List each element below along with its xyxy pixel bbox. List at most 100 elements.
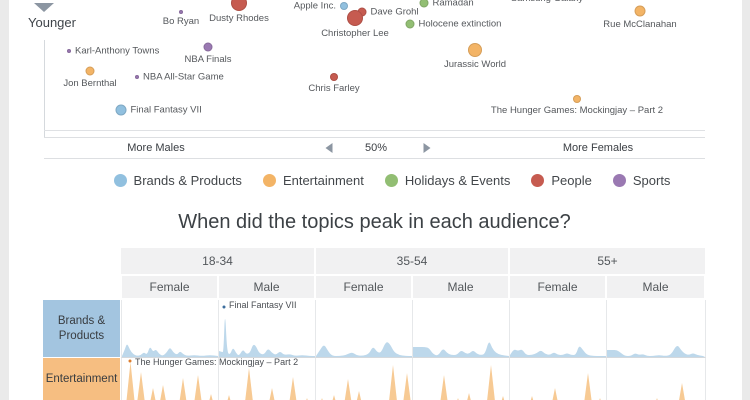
scatter-label-dusty-rhodes: Dusty Rhodes bbox=[209, 13, 269, 24]
legend-label: Holidays & Events bbox=[404, 172, 511, 188]
section-title: When did the topics peak in each audienc… bbox=[178, 211, 571, 233]
sparkline-svg bbox=[510, 346, 606, 357]
sparkline-svg bbox=[656, 383, 685, 400]
report-card: Samsung Galaxy Younger Bo Ryan Dusty Rhod… bbox=[9, 0, 742, 400]
sparkline-cell-55-male-entertainment bbox=[606, 358, 706, 400]
legend-item-people[interactable]: People bbox=[531, 172, 592, 188]
gender-header-male-5: Male bbox=[607, 276, 704, 298]
younger-axis-label: Younger bbox=[28, 15, 76, 30]
axis-arrow-right-icon[interactable] bbox=[423, 143, 431, 153]
sparkline-cell-35-54-female-entertainment bbox=[315, 358, 412, 400]
people-swatch-icon bbox=[531, 173, 545, 187]
more-males-label: More Males bbox=[127, 142, 185, 154]
legend-item-entertainment[interactable]: Entertainment bbox=[262, 172, 364, 188]
sparkline-cell-35-54-female-brands bbox=[315, 300, 412, 358]
scatter-point-the-hunger-games-mockingjay-part-2[interactable] bbox=[573, 95, 581, 103]
sparkline-cell-35-54-male-entertainment bbox=[412, 358, 509, 400]
scatter-label-holocene-extinction: Holocene extinction bbox=[418, 18, 502, 30]
sparkline-svg bbox=[440, 365, 505, 400]
scatter-label-nba-all-star-game: NBA All-Star Game bbox=[143, 71, 224, 83]
scatter-label-rue-mcclanahan: Rue McClanahan bbox=[603, 18, 677, 30]
axis-arrow-left-icon[interactable] bbox=[325, 143, 333, 153]
legend-label: Brands & Products bbox=[133, 172, 242, 188]
age-header-55: 55+ bbox=[510, 248, 705, 274]
scatter-point-bo-ryan[interactable] bbox=[179, 10, 183, 14]
sparkline-svg bbox=[530, 373, 601, 400]
peak-timeline-table: 18-34 35-54 55+ Female Male Female Male Female M… bbox=[43, 248, 706, 400]
scatter-point-karl-anthony-towns[interactable] bbox=[67, 49, 71, 53]
sparkline-cell-18-34-female-entertainment bbox=[121, 358, 218, 400]
scatter-label-karl-anthony-towns: Karl-Anthony Towns bbox=[75, 45, 160, 57]
gender-header-female-0: Female bbox=[122, 276, 217, 298]
legend-item-holidays-events[interactable]: Holidays & Events bbox=[384, 172, 511, 188]
scatter-label-jurassic-world: Jurassic World bbox=[443, 59, 507, 70]
sparkline-svg bbox=[227, 368, 308, 400]
category-legend: Brands & Products Entertainment Holidays &… bbox=[79, 170, 705, 190]
scatter-point-nba-all-star-game[interactable] bbox=[135, 75, 139, 79]
scatter-point-dusty-rhodes[interactable] bbox=[231, 0, 247, 11]
scatter-label-bo-ryan: Bo Ryan bbox=[162, 16, 200, 27]
scatter-label-nba-finals: NBA Finals bbox=[184, 53, 232, 65]
sports-swatch-icon bbox=[612, 173, 626, 187]
sparkline-cell-55-female-entertainment bbox=[509, 358, 606, 400]
x-axis-line bbox=[44, 130, 705, 131]
scatter-point-apple-inc[interactable] bbox=[340, 2, 348, 10]
scatter-point-rue-mcclanahan[interactable] bbox=[634, 5, 646, 17]
sparkline-svg bbox=[316, 342, 412, 357]
annotation-marker-icon bbox=[222, 305, 226, 308]
age-header-18-34: 18-34 bbox=[121, 248, 314, 274]
legend-item-sports[interactable]: Sports bbox=[612, 172, 671, 188]
sparkline-cell-18-34-male-entertainment bbox=[218, 358, 315, 400]
entertainment-swatch-icon bbox=[262, 173, 276, 187]
younger-axis-arrow-icon bbox=[34, 3, 54, 12]
age-header-35-54: 35-54 bbox=[316, 248, 508, 274]
sparkline-cell-35-54-male-brands bbox=[412, 300, 509, 358]
sparkline-svg bbox=[413, 342, 509, 357]
row-label-brands-products: Brands & Products bbox=[43, 300, 120, 357]
scatter-point-jon-bernthal[interactable] bbox=[85, 66, 95, 76]
scatter-point-dave-grohl[interactable] bbox=[357, 7, 367, 17]
scatter-label-dave-grohl: Dave Grohl bbox=[370, 6, 419, 18]
scatter-label-jon-bernthal: Jon Bernthal bbox=[63, 77, 117, 89]
scatter-point-jurassic-world[interactable] bbox=[468, 43, 482, 57]
axis-center-percent: 50% bbox=[364, 142, 388, 154]
more-females-label: More Females bbox=[562, 142, 634, 154]
gender-header-female-4: Female bbox=[510, 276, 605, 298]
sparkline-cell-55-male-brands bbox=[606, 300, 706, 358]
scatter-point-holocene-extinction[interactable] bbox=[405, 19, 415, 29]
holidays-events-swatch-icon bbox=[384, 173, 398, 187]
scatter-label-the-hunger-games-mockingjay-part-2: The Hunger Games: Mockingjay – Part 2 bbox=[490, 105, 664, 116]
gender-header-male-3: Male bbox=[413, 276, 508, 298]
sparkline-svg bbox=[607, 345, 705, 357]
annotation-final-fantasy-vii: Final Fantasy VII bbox=[229, 300, 297, 310]
sparkline-svg bbox=[321, 365, 411, 400]
scatter-label-ramadan: Ramadan bbox=[432, 0, 474, 9]
age-gender-scatter-plot: Samsung Galaxy Younger Bo Ryan Dusty Rhod… bbox=[9, 0, 742, 400]
scatter-label-chris-farley: Chris Farley bbox=[308, 83, 360, 94]
gender-axis-bar: More Males 50% More Females bbox=[44, 137, 705, 159]
y-axis-line bbox=[44, 40, 45, 137]
gender-header-female-2: Female bbox=[316, 276, 411, 298]
sparkline-cell-18-34-male-brands bbox=[218, 300, 315, 358]
scatter-label-christopher-lee: Christopher Lee bbox=[321, 28, 389, 39]
legend-label: Sports bbox=[632, 172, 671, 188]
row-label-entertainment: Entertainment bbox=[43, 358, 120, 400]
legend-label: Entertainment bbox=[282, 172, 364, 188]
sparkline-cell-55-female-brands bbox=[509, 300, 606, 358]
annotation-the-hunger-games-mockingjay-part-2: The Hunger Games: Mockingjay – Part 2 bbox=[135, 356, 299, 367]
scatter-label-samsung-galaxy: Samsung Galaxy bbox=[511, 0, 583, 4]
scatter-point-final-fantasy-vii[interactable] bbox=[115, 104, 127, 116]
sparkline-svg bbox=[122, 344, 218, 357]
legend-label: People bbox=[551, 172, 592, 188]
scatter-point-christopher-lee[interactable] bbox=[347, 10, 363, 26]
legend-item-brands-products[interactable]: Brands & Products bbox=[113, 172, 242, 188]
sparkline-svg bbox=[126, 362, 213, 400]
scatter-label-apple-inc: Apple Inc. bbox=[293, 0, 336, 12]
annotation-marker-icon bbox=[128, 359, 131, 362]
scatter-point-nba-finals[interactable] bbox=[203, 42, 213, 52]
sparkline-cell-18-34-female-brands bbox=[121, 300, 218, 358]
scatter-point-ramadan[interactable] bbox=[419, 0, 429, 8]
scatter-point-chris-farley[interactable] bbox=[330, 73, 338, 81]
gender-header-male-1: Male bbox=[219, 276, 314, 298]
scatter-label-final-fantasy-vii: Final Fantasy VII bbox=[130, 104, 202, 116]
